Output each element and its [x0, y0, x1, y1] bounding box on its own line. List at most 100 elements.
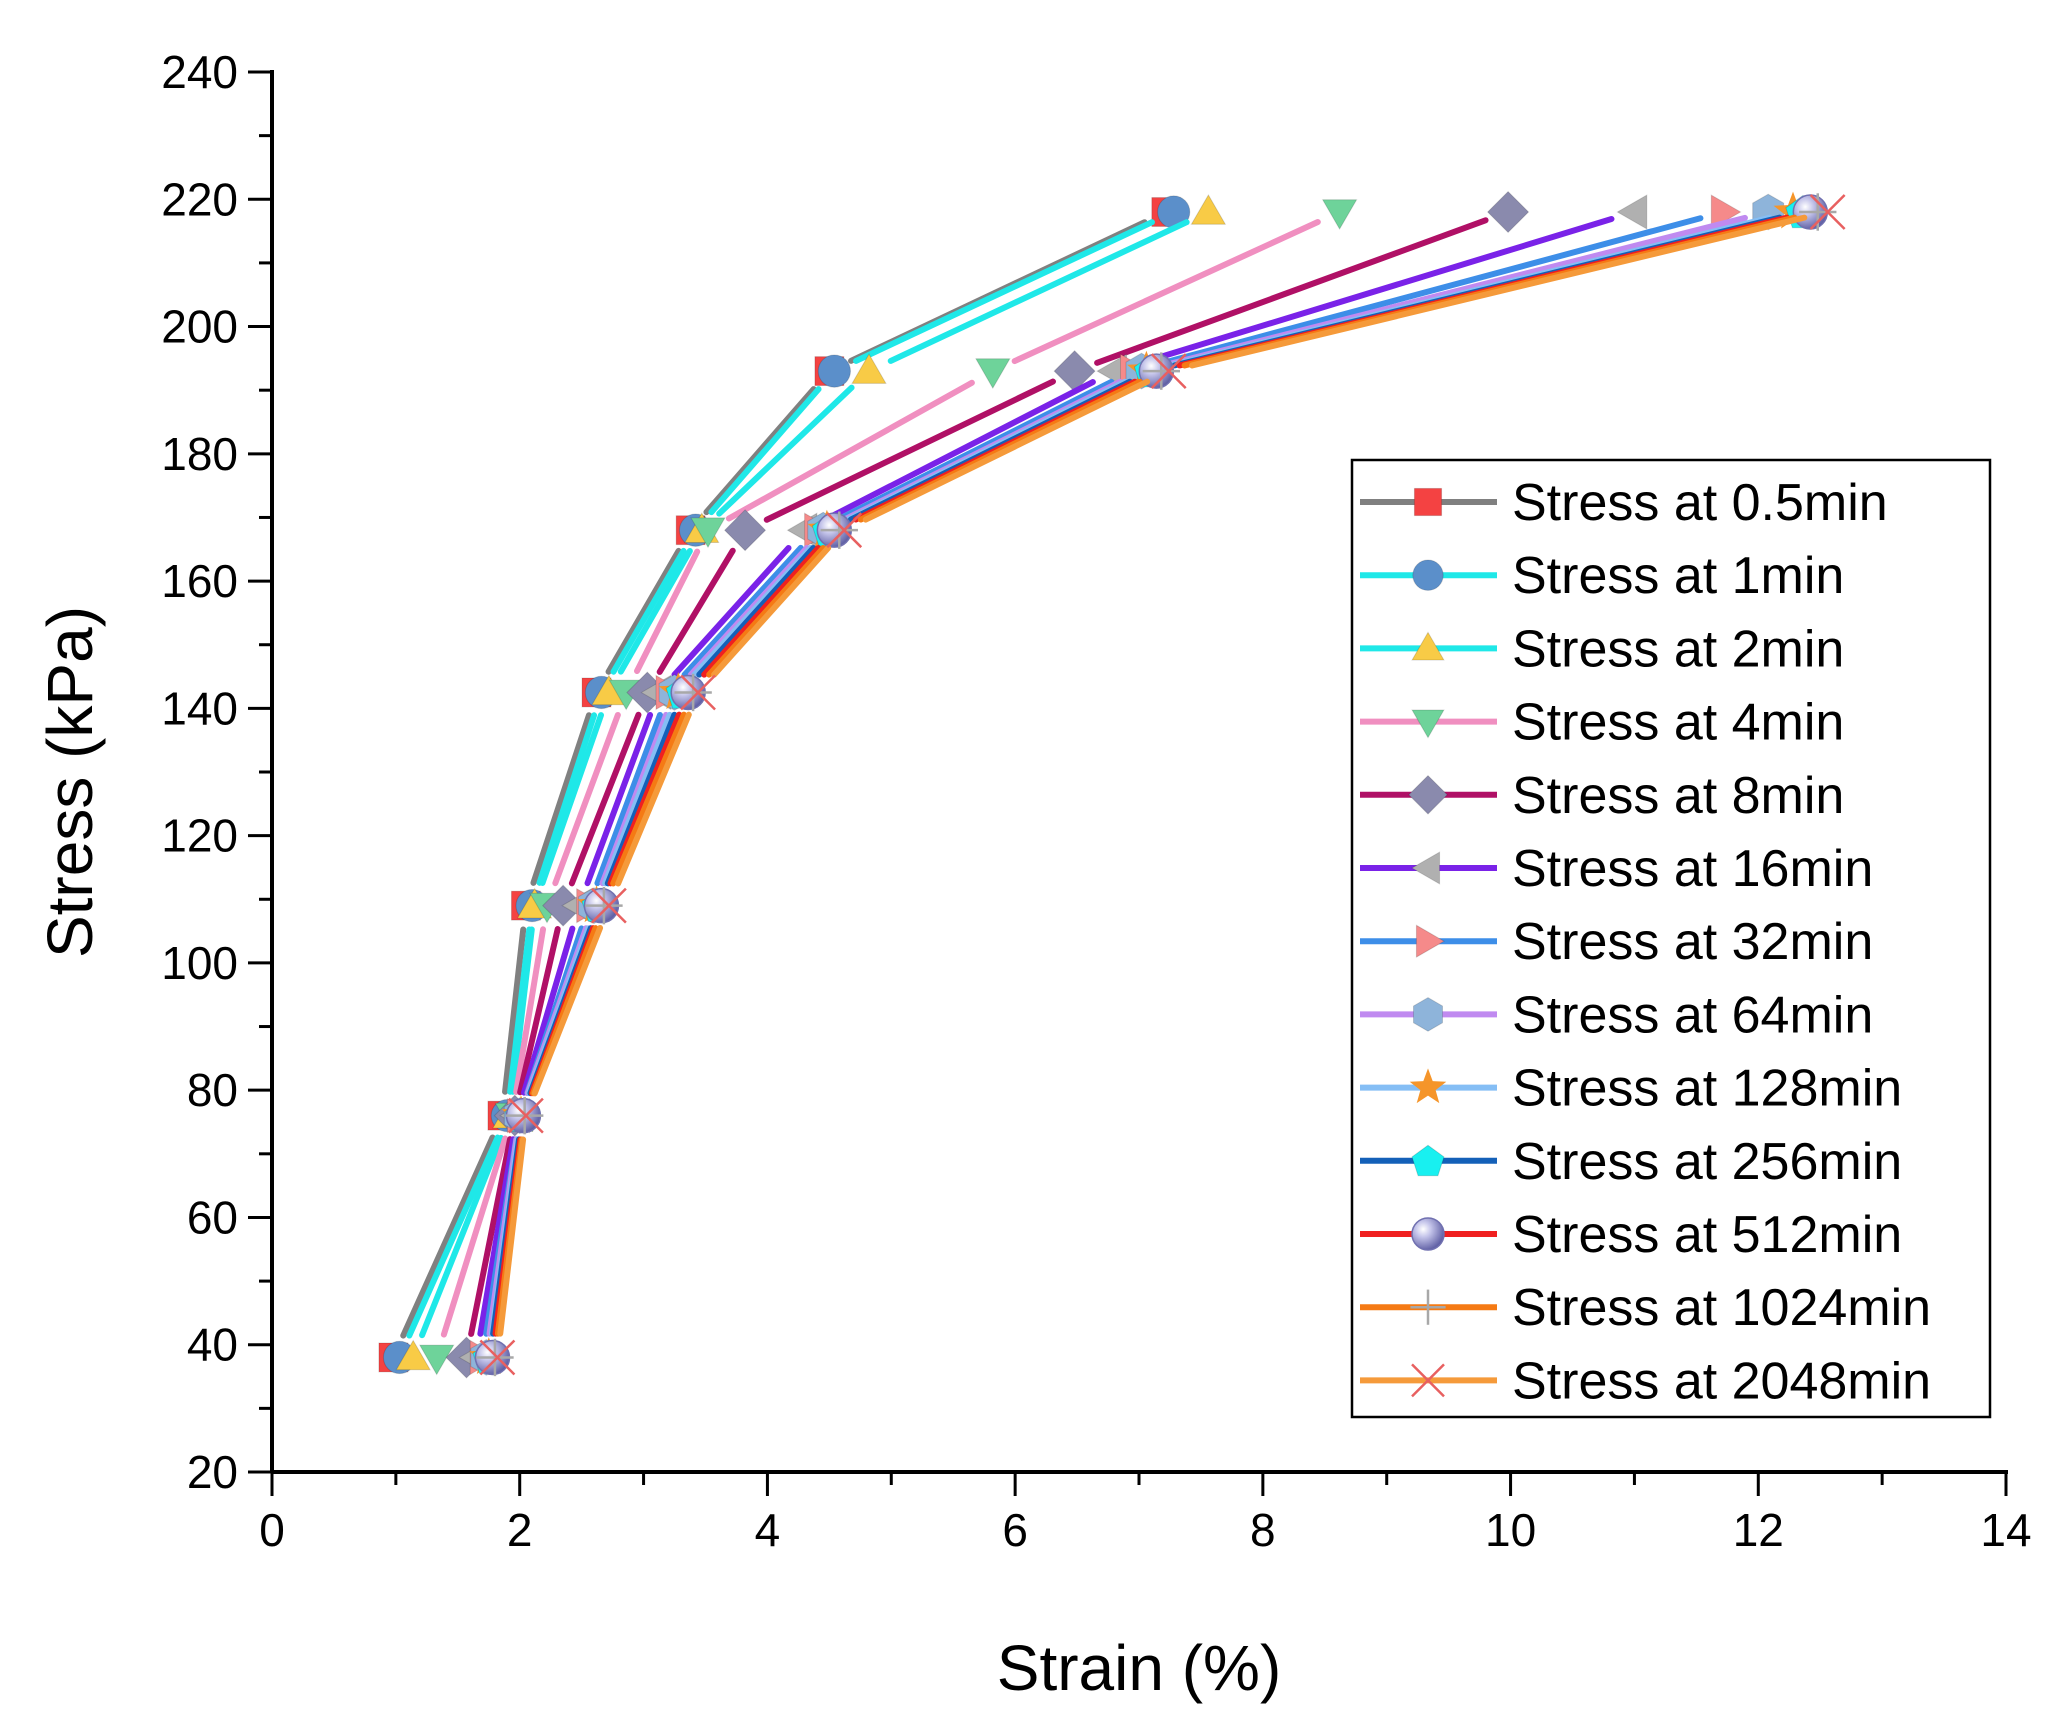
series-line-segment	[1094, 217, 1489, 366]
data-point	[1150, 353, 1187, 389]
legend-item: Stress at 64min	[1360, 986, 1873, 1044]
series-layer	[378, 190, 1846, 1379]
series-line-segment	[617, 548, 693, 675]
series-line-segment	[521, 925, 576, 1096]
series-line-segment	[1134, 216, 1615, 368]
series-line-segment	[440, 1135, 509, 1338]
legend-label: Stress at 1024min	[1512, 1279, 1931, 1337]
legend-item: Stress at 16min	[1360, 840, 1873, 898]
series-line-segment	[711, 545, 832, 678]
legend: Stress at 0.5min Stress at 1min Stress at …	[1350, 458, 1992, 1419]
legend-marker	[1410, 1289, 1446, 1325]
series-line-segment	[419, 1134, 504, 1339]
data-point	[1190, 194, 1227, 225]
series-line-segment	[708, 386, 822, 516]
series-4	[418, 199, 1358, 1376]
data-point	[508, 1097, 544, 1134]
data-point	[1321, 199, 1358, 230]
legend-marker	[1410, 851, 1441, 885]
data-point	[826, 512, 863, 549]
series-line-segment	[530, 712, 592, 886]
legend-marker	[1413, 487, 1443, 517]
data-point	[418, 1344, 455, 1376]
series-line-segment	[513, 926, 547, 1095]
series-line-segment	[1189, 214, 1808, 369]
y-tick-label: 40	[187, 1319, 238, 1371]
y-tick-label: 240	[161, 46, 238, 98]
x-tick-label: 8	[1250, 1504, 1276, 1556]
series-line-segment	[725, 379, 975, 522]
series-line-segment	[610, 547, 687, 675]
legend-label: Stress at 32min	[1512, 913, 1873, 971]
data-point	[817, 354, 851, 388]
y-tick-label: 200	[161, 301, 238, 353]
series-line-segment	[477, 1136, 517, 1337]
data-point	[674, 673, 712, 712]
series-line-segment	[552, 711, 621, 887]
series-line-segment	[531, 924, 604, 1097]
data-point	[1142, 352, 1180, 390]
legend-item: Stress at 256min	[1360, 1133, 1902, 1191]
series-line-segment	[594, 711, 663, 887]
data-point	[1486, 190, 1530, 234]
series-line-segment	[400, 1134, 496, 1339]
legend-label: Stress at 8min	[1512, 767, 1844, 825]
series-line-segment	[468, 1136, 514, 1337]
series-line-segment	[502, 926, 527, 1095]
legend-marker	[1411, 709, 1445, 739]
series-line-segment	[1152, 215, 1704, 368]
data-point	[851, 353, 887, 384]
series-line-segment	[703, 386, 817, 516]
y-tick-label: 140	[161, 682, 238, 734]
legend-item: Stress at 512min	[1360, 1206, 1902, 1264]
legend-item: Stress at 128min	[1360, 1060, 1902, 1118]
series-line-segment	[696, 545, 817, 678]
y-tick-label: 220	[161, 173, 238, 225]
series-line-segment	[656, 547, 736, 675]
legend-label: Stress at 4min	[1512, 694, 1844, 752]
data-point	[585, 886, 623, 925]
series-line-segment	[584, 711, 654, 887]
series-line-segment	[605, 547, 682, 675]
series-line-segment	[706, 545, 827, 678]
x-axis-title: Strain (%)	[997, 1632, 1282, 1704]
data-point	[591, 887, 627, 924]
series-line-segment	[671, 545, 792, 678]
data-point	[1616, 194, 1648, 230]
legend-marker	[1411, 631, 1445, 661]
x-tick-label: 6	[1002, 1504, 1028, 1556]
legend-item: Stress at 8min	[1360, 767, 1844, 825]
series-13	[479, 194, 1846, 1376]
series-line-segment	[763, 378, 1056, 523]
legend-label: Stress at 256min	[1512, 1133, 1902, 1191]
legend-label: Stress at 128min	[1512, 1060, 1902, 1118]
series-line-segment	[681, 544, 804, 678]
data-point	[820, 511, 858, 549]
y-axis-title: Stress (kPa)	[34, 606, 106, 958]
legend-label: Stress at 0.5min	[1512, 474, 1888, 532]
series-line-segment	[539, 712, 604, 886]
legend-label: Stress at 512min	[1512, 1206, 1902, 1264]
series-line-segment	[610, 711, 687, 887]
legend-marker	[1411, 1217, 1445, 1251]
x-tick-label: 12	[1733, 1504, 1784, 1556]
legend-marker	[1412, 559, 1444, 591]
series-line-segment	[716, 384, 855, 517]
series-line-segment	[509, 926, 535, 1095]
y-tick-label: 60	[187, 1191, 238, 1243]
legend-marker	[1408, 774, 1448, 815]
legend-label: Stress at 16min	[1512, 840, 1873, 898]
legend-item: Stress at 1024min	[1360, 1279, 1931, 1337]
series-line-segment	[835, 378, 1115, 523]
legend-marker	[1409, 1068, 1447, 1104]
y-tick-label: 100	[161, 937, 238, 989]
data-point	[1809, 194, 1846, 230]
legend-item: Stress at 0.5min	[1360, 474, 1888, 532]
legend-item: Stress at 2min	[1360, 620, 1844, 678]
y-tick-label: 160	[161, 555, 238, 607]
data-point	[476, 1338, 514, 1377]
series-line-segment	[406, 1134, 501, 1339]
x-tick-label: 0	[259, 1504, 285, 1556]
data-point	[975, 358, 1011, 390]
x-tick-label: 4	[755, 1504, 781, 1556]
